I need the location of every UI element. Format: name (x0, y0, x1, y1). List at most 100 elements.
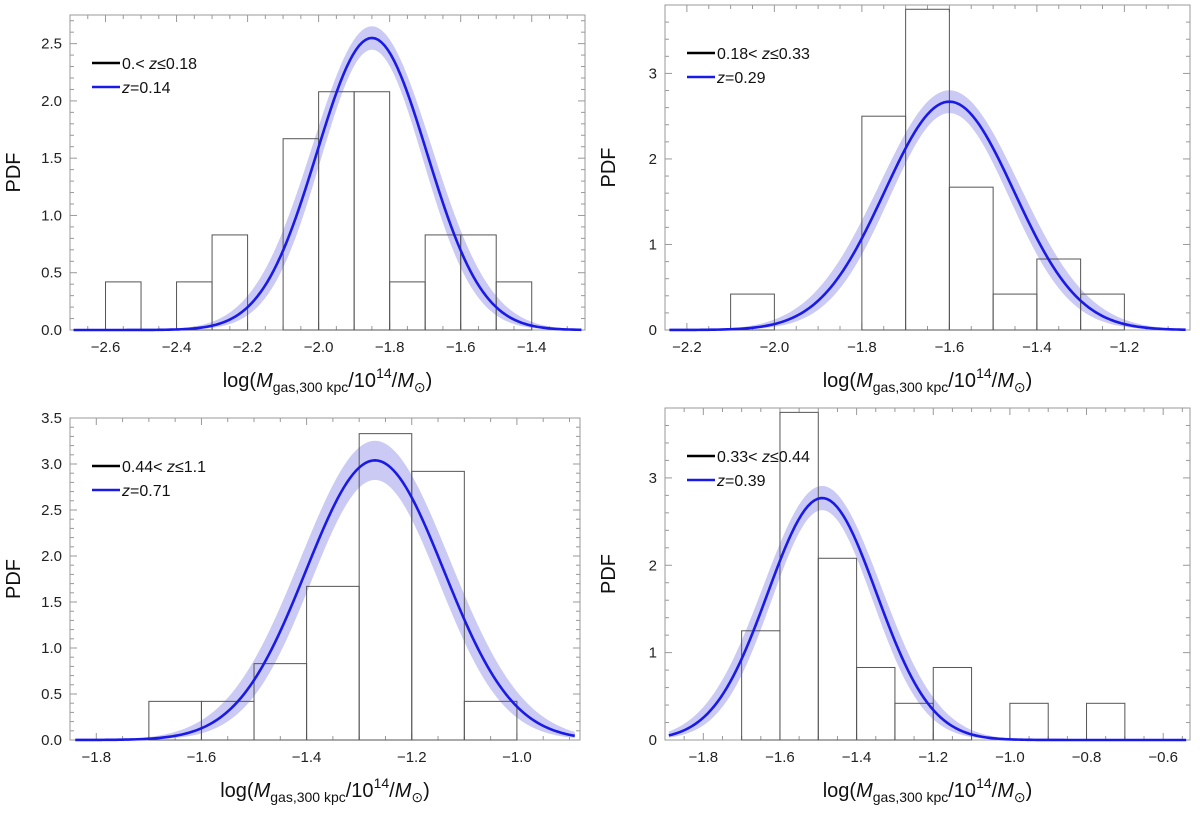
x-title-subscript: gas,300 kpc (873, 379, 949, 395)
y-tick-label: 0.0 (41, 732, 62, 749)
x-title-ten: /10 (346, 780, 374, 802)
histogram-bar (176, 281, 213, 331)
x-title-suffix: ) (1026, 370, 1033, 392)
legend-entry: z=0.29 (716, 70, 766, 87)
x-title-suffix: ) (423, 780, 430, 802)
x-tick-label: −1.2 (397, 749, 427, 766)
legend-entry: 0.33< z≤0.44 (717, 449, 810, 466)
legend-variable: z (166, 459, 175, 476)
legend-entry: 0.< z≤0.18 (122, 56, 197, 73)
legend-entry: z=0.14 (121, 80, 171, 97)
legend-text-prefix: 0.44< (122, 459, 167, 476)
y-tick-label: 1 (649, 236, 657, 253)
histogram-bar (306, 585, 360, 741)
x-title-prefix: log( (223, 370, 257, 392)
legend-variable: z (121, 483, 130, 500)
legend-variable: z (761, 449, 770, 466)
legend-text-suffix: ≤0.33 (770, 46, 810, 63)
x-title-suffix: ) (426, 370, 433, 392)
histogram-bar (1009, 702, 1049, 741)
legend-variable: z (716, 473, 725, 490)
legend-variable: z (121, 80, 130, 97)
histogram-bar (948, 186, 994, 331)
x-title-mass-symbol-sun: M (997, 780, 1014, 802)
legend-entry: z=0.71 (121, 483, 171, 500)
model-curve (75, 459, 575, 742)
histogram-bar (730, 293, 775, 331)
y-tick-label: 0 (649, 322, 657, 339)
y-axis-title: PDF (598, 148, 620, 188)
y-tick-label: 3.0 (41, 456, 62, 473)
x-title-sun-subscript: ⊙ (1014, 379, 1026, 395)
x-tick-label: −1.4 (292, 749, 322, 766)
x-title-mass-symbol-sun: M (397, 370, 414, 392)
x-title-exponent: 14 (976, 365, 992, 381)
x-tick-label: −1.6 (187, 749, 217, 766)
y-axis-title: PDF (3, 559, 25, 599)
x-tick-label: −0.8 (1072, 749, 1102, 766)
panel-bottom-left: −1.8 −1.6 −1.4 −1.2 −1.0 0.0 0.5 1.0 1.5 2.0 2.5 3.… (3, 410, 581, 805)
x-axis-title: log(Mgas,300 kpc/1014/M⊙) (220, 775, 430, 805)
x-title-ten: /10 (948, 370, 976, 392)
x-title-mass-symbol: M (256, 370, 273, 392)
legend-text-suffix: ≤0.18 (157, 56, 197, 73)
histogram-bar (463, 700, 518, 741)
y-tick-label: 1.5 (41, 150, 62, 167)
x-tick-label: −2.0 (760, 339, 790, 356)
legend-variable: z (148, 56, 157, 73)
y-tick-label: 1 (649, 645, 657, 662)
model-curve (669, 100, 1186, 332)
x-title-subscript: gas,300 kpc (273, 379, 349, 395)
model-curve (73, 36, 582, 332)
legend-text-suffix: =0.39 (725, 473, 766, 490)
y-tick-label: 0.0 (41, 322, 62, 339)
y-axis-title: PDF (598, 554, 620, 594)
x-tick-label: −0.6 (1148, 749, 1178, 766)
y-tick-label: 2.5 (41, 36, 62, 53)
x-tick-label: −1.2 (918, 749, 948, 766)
x-title-exponent: 14 (374, 775, 390, 791)
x-tick-label: −1.6 (446, 339, 476, 356)
y-tick-label: 3 (649, 65, 657, 82)
legend-text-suffix: ≤1.1 (175, 459, 206, 476)
histogram-bar (932, 666, 973, 741)
x-title-mass-symbol: M (856, 780, 873, 802)
legend-text-suffix: =0.14 (130, 80, 171, 97)
histogram-bar (105, 281, 142, 331)
x-axis-title: log(Mgas,300 kpc/1014/M⊙) (823, 365, 1033, 395)
y-tick-label: 0 (649, 732, 657, 749)
legend-text-suffix: =0.29 (725, 70, 766, 87)
x-tick-label: −1.2 (1110, 339, 1140, 356)
legend-variable: z (716, 70, 725, 87)
x-tick-label: −1.6 (935, 339, 965, 356)
x-tick-label: −1.4 (842, 749, 872, 766)
legend-text-suffix: =0.71 (130, 483, 171, 500)
histogram-bar (389, 281, 426, 331)
y-tick-label: 1.5 (41, 594, 62, 611)
model-curve (668, 496, 1187, 742)
x-title-sun-subscript: ⊙ (1014, 789, 1026, 805)
legend-text-suffix: ≤0.44 (770, 449, 810, 466)
legend-text-prefix: 0.18< (717, 46, 762, 63)
histogram-bar (856, 666, 896, 741)
model-uncertainty-band (668, 485, 1187, 740)
x-tick-label: −2.0 (304, 339, 334, 356)
legend-text-prefix: 0.33< (717, 449, 762, 466)
x-title-exponent: 14 (976, 775, 992, 791)
legend-entry: 0.44< z≤1.1 (122, 459, 206, 476)
histogram-bar (353, 91, 391, 331)
y-tick-label: 2 (649, 151, 657, 168)
x-tick-label: −1.4 (1022, 339, 1052, 356)
x-tick-label: −1.8 (689, 749, 719, 766)
x-title-mass-symbol: M (254, 780, 271, 802)
x-tick-label: −1.6 (765, 749, 795, 766)
x-title-mass-symbol-sun: M (395, 780, 412, 802)
y-tick-label: 2.5 (41, 502, 62, 519)
x-title-mass-symbol-sun: M (997, 370, 1014, 392)
x-tick-label: −1.8 (375, 339, 405, 356)
histogram-bar (411, 470, 465, 741)
y-tick-label: 3.5 (41, 410, 62, 427)
histogram-bar (992, 293, 1038, 331)
